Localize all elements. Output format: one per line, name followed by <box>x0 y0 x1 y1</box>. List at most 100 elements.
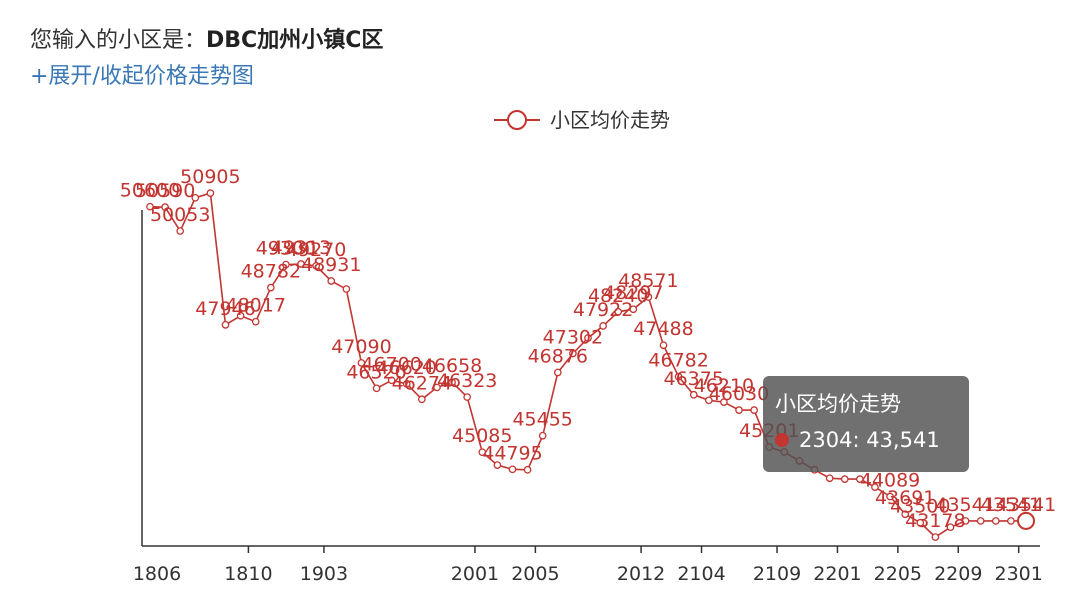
data-point[interactable] <box>569 349 577 358</box>
data-point[interactable] <box>689 390 698 399</box>
data-point[interactable] <box>493 461 502 469</box>
data-point[interactable] <box>478 448 487 457</box>
data-label: 46782 <box>648 350 708 372</box>
data-label: 47090 <box>331 336 391 358</box>
data-point[interactable] <box>146 202 154 211</box>
data-label: 47488 <box>633 318 693 340</box>
x-tick-label: 1810 <box>224 563 272 585</box>
data-label: 48571 <box>618 270 678 292</box>
data-point[interactable] <box>871 483 879 491</box>
data-point[interactable] <box>614 307 623 316</box>
data-point[interactable] <box>387 376 396 385</box>
data-point[interactable] <box>342 285 351 293</box>
data-point[interactable] <box>1007 517 1015 525</box>
data-point[interactable] <box>282 260 290 269</box>
toggle-chart-link[interactable]: +展开/收起价格走势图 <box>30 64 254 89</box>
legend-marker-icon <box>507 110 527 130</box>
data-point[interactable] <box>886 492 894 501</box>
data-label: 46520 <box>346 361 406 383</box>
data-point[interactable] <box>629 305 638 314</box>
data-point[interactable] <box>553 368 562 377</box>
data-point[interactable] <box>856 475 864 483</box>
data-label: 44795 <box>482 442 542 464</box>
data-label: 49300 <box>256 238 316 260</box>
data-label: 43178 <box>905 510 965 532</box>
data-label: 48017 <box>225 295 285 317</box>
data-label: 48782 <box>241 261 301 283</box>
data-point[interactable] <box>901 510 910 519</box>
input-prefix: 您输入的小区是： <box>30 28 207 53</box>
data-point[interactable] <box>251 317 260 326</box>
header: 您输入的小区是：DBC加州小镇C区 +展开/收起价格走势图 <box>30 26 383 92</box>
data-point[interactable] <box>297 260 305 268</box>
data-point[interactable] <box>236 311 245 320</box>
chart-axes: 1806 1810 1903 2001 2005 2012 2104 2109 2201 2205… <box>133 210 1043 585</box>
data-point[interactable] <box>825 474 834 483</box>
data-point[interactable] <box>991 517 1000 525</box>
community-input-line: 您输入的小区是：DBC加州小镇C区 <box>30 26 383 56</box>
data-label: 48240 <box>588 285 648 307</box>
data-label: 43500 <box>890 496 950 518</box>
data-label: 47922 <box>573 299 633 321</box>
data-point[interactable] <box>357 359 366 367</box>
data-point[interactable] <box>191 193 200 202</box>
data-point[interactable] <box>659 341 668 350</box>
data-point[interactable] <box>1017 511 1035 530</box>
data-point[interactable] <box>720 398 728 406</box>
data-point[interactable] <box>402 380 411 388</box>
data-label: 47302 <box>543 327 603 349</box>
data-point[interactable] <box>916 518 925 527</box>
data-label: 43541 <box>996 494 1056 516</box>
data-point[interactable] <box>433 383 441 392</box>
chart-legend[interactable]: 小区均价走势 <box>494 108 670 132</box>
data-point[interactable] <box>961 517 970 525</box>
data-label: 46210 <box>694 375 754 397</box>
data-point[interactable] <box>735 406 743 414</box>
x-tick-label: 1903 <box>300 563 348 585</box>
data-point[interactable] <box>674 372 683 381</box>
data-label: 46323 <box>437 370 497 392</box>
data-point[interactable] <box>508 465 517 474</box>
data-label: 45085 <box>452 425 512 447</box>
data-point[interactable] <box>327 277 336 285</box>
data-label: 46375 <box>663 368 723 390</box>
data-label: 43541 <box>981 494 1041 516</box>
data-point[interactable] <box>418 395 426 404</box>
data-label: 49270 <box>286 239 346 261</box>
data-point[interactable] <box>463 393 472 401</box>
data-point[interactable] <box>644 293 653 301</box>
legend-label: 小区均价走势 <box>550 108 670 132</box>
x-tick-label: 2104 <box>677 563 725 585</box>
data-point[interactable] <box>161 203 169 212</box>
data-point[interactable] <box>931 533 940 541</box>
data-point[interactable] <box>221 320 230 329</box>
data-label: 46700 <box>361 353 421 375</box>
data-point[interactable] <box>599 322 607 330</box>
data-label: 50590 <box>135 180 195 202</box>
x-tick-label: 2012 <box>617 563 665 585</box>
data-label: 46620 <box>377 357 437 379</box>
data-point[interactable] <box>946 523 955 532</box>
data-point[interactable] <box>266 283 275 292</box>
data-point[interactable] <box>312 262 320 270</box>
data-point[interactable] <box>840 475 849 483</box>
x-tick-label: 2005 <box>511 563 559 585</box>
data-point[interactable] <box>750 406 758 414</box>
data-label: 50600 <box>120 180 180 202</box>
data-point[interactable] <box>523 465 532 474</box>
data-point[interactable] <box>448 378 456 387</box>
data-point[interactable] <box>976 517 985 525</box>
data-label: 49313 <box>271 237 331 259</box>
data-point[interactable] <box>538 431 547 440</box>
data-point[interactable] <box>704 396 713 405</box>
data-label: 43541 <box>935 494 995 516</box>
data-label: 46658 <box>422 355 482 377</box>
data-point[interactable] <box>372 384 381 393</box>
data-label: 45455 <box>512 409 572 431</box>
data-label: 47946 <box>195 298 255 320</box>
data-point[interactable] <box>584 334 592 342</box>
circle-dot-icon <box>775 433 789 447</box>
data-point[interactable] <box>176 227 185 235</box>
data-point[interactable] <box>206 189 215 197</box>
